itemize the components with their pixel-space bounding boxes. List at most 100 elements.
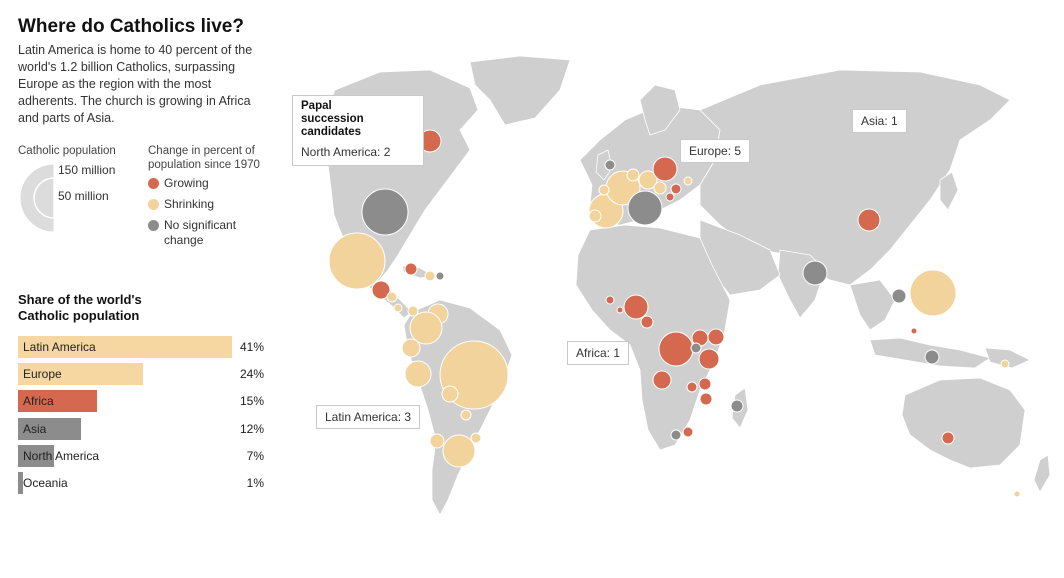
share-label: Europe [23,367,62,381]
bubble-mexico [328,232,386,290]
bubble-ukraine [683,176,693,186]
bubble-ghana [605,295,615,305]
legend-shrinking-label: Shrinking [164,197,215,211]
bubble-ecuador [401,338,421,358]
share-value: 15% [239,394,264,408]
bubble-india [802,260,828,286]
size-legend-small: 50 million [58,189,109,203]
bubble-bolivia [441,385,459,403]
share-bar [18,390,97,412]
bubble-mozambique [699,392,713,406]
bubble-poland [652,156,678,182]
growing-dot-icon [148,178,159,189]
bubble-puerto-rico [435,271,445,281]
share-label: Oceania [23,476,68,490]
intro-text: Latin America is home to 40 percent of t… [18,43,253,125]
papal-candidates-callout: Papal succession candidates North Americ… [292,95,424,166]
share-value: 41% [239,340,264,354]
bubble-paraguay [460,409,472,421]
bubble-usa [361,188,409,236]
size-legend: 150 million 50 million [18,162,148,234]
papal-north-america: North America: 2 [301,145,391,159]
papal-latin-america-callout: Latin America: 3 [316,405,421,429]
bubble-uruguay [470,432,482,444]
share-bar [18,363,143,385]
bubble-portugal [588,209,602,223]
papal-heading: Papal succession candidates [301,100,364,138]
bubble-nigeria [623,294,649,320]
world-map [290,50,1060,530]
share-bar [18,472,23,494]
bubble-vietnam [891,288,907,304]
change-legend-title: Change in percent of population since 19… [148,145,260,171]
share-row-latin-america: Latin America 41% [18,336,264,358]
bubble-colombia [409,311,443,345]
share-row-africa: Africa 15% [18,390,264,412]
share-value: 1% [246,476,264,490]
bubble-malaysia [910,327,918,335]
bubble-australia [941,431,955,445]
share-row-north-america: North America 7% [18,445,264,467]
bubble-tanzania [698,348,720,370]
bubble-madagascar [730,399,744,413]
bubble-argentina [442,434,476,468]
size-legend-title: Catholic population [18,145,116,157]
bubble-peru [404,360,432,388]
shrinking-dot-icon [148,199,159,210]
bubble-uk [604,159,616,171]
bubble-guatemala [371,280,391,300]
papal-africa-callout: Africa: 1 [567,341,630,365]
share-row-asia: Asia 12% [18,418,264,440]
legend-growing-label: Growing [164,176,209,190]
bubble-indonesia [924,349,940,365]
bubble-cuba [404,262,418,276]
share-title: Share of the world's Catholic population [18,292,142,323]
bubble-dominican-republic [424,270,436,282]
share-label: North America [23,449,100,463]
bubble-honduras [386,291,398,303]
bubble-ireland [598,184,610,196]
bubble-italy [627,190,663,226]
bubble-malawi [686,381,698,393]
share-row-oceania: Oceania 1% [18,472,264,494]
share-bar [18,445,54,467]
bubble-new-zealand [1013,490,1021,498]
bubble-south-africa [682,426,694,438]
bubble-germany [638,170,658,190]
bubble-hungary [670,183,682,195]
bubble-panama [407,305,419,317]
bubble-croatia [665,192,675,202]
share-bar [18,336,232,358]
bubble-philippines [909,269,957,317]
share-value: 24% [239,367,264,381]
papal-europe-callout: Europe: 5 [680,139,751,163]
bubble-dr-congo [658,331,694,367]
bubble-chile [429,433,445,449]
bubble-angola [652,370,672,390]
bubble-kenya [707,328,725,346]
share-row-europe: Europe 24% [18,363,264,385]
share-value: 12% [239,422,264,436]
papal-asia-callout: Asia: 1 [852,109,907,133]
bubble-belgium [626,168,640,182]
bubble-lesotho [670,429,682,441]
bubble-china [857,208,881,232]
no-change-dot-icon [148,220,159,231]
share-label: Latin America [23,340,96,354]
legend-no-change-label: No significant change [164,218,237,247]
page-title: Where do Catholics live? [18,16,244,37]
share-label: Africa [23,394,54,408]
population-bubbles [328,129,1021,498]
size-legend-large: 150 million [58,163,116,177]
bubble-benin [616,306,624,314]
bubble-rwanda [690,342,702,354]
world-map-svg [321,55,1051,516]
share-value: 7% [246,449,264,463]
bubble-austria [653,181,667,195]
bubble-papua-new-guinea [1000,359,1010,369]
bubble-costa-rica [393,303,403,313]
share-label: Asia [23,422,47,436]
bubble-cameroon [640,315,654,329]
share-bar [18,418,81,440]
bubble-zambia [698,377,712,391]
